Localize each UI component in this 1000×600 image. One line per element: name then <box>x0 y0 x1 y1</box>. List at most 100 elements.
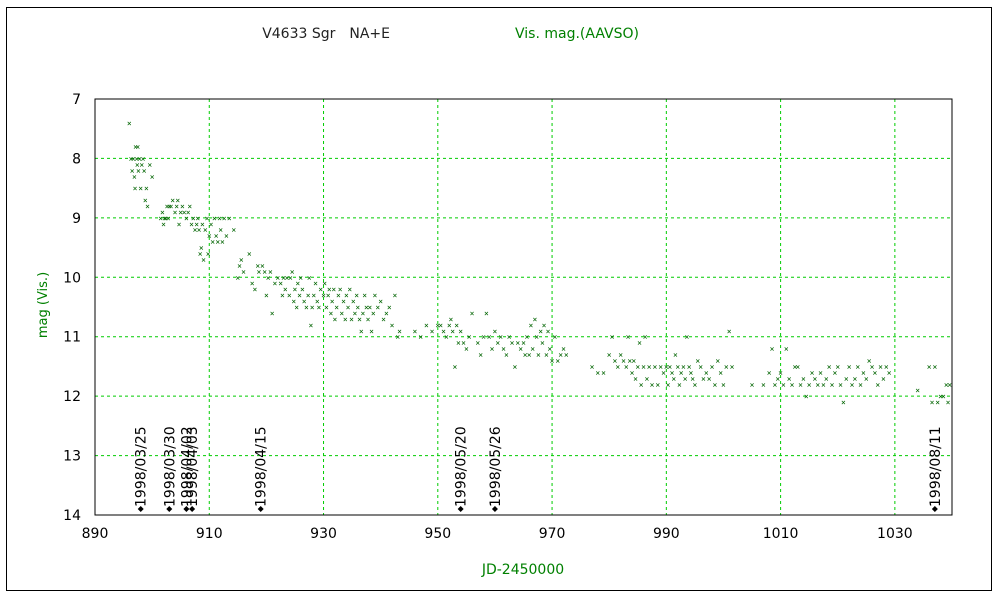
data-point: × <box>698 362 703 371</box>
data-point: × <box>832 368 837 377</box>
data-point: × <box>205 214 210 223</box>
data-point: × <box>864 374 869 383</box>
data-point: × <box>801 374 806 383</box>
data-point: × <box>203 226 208 235</box>
data-point: × <box>311 291 316 300</box>
data-point: × <box>498 333 503 342</box>
data-point: × <box>858 380 863 389</box>
data-point: × <box>661 368 666 377</box>
data-point: × <box>761 380 766 389</box>
data-point: × <box>178 208 183 217</box>
data-point: × <box>231 226 236 235</box>
data-point: × <box>612 356 617 365</box>
data-point: × <box>478 351 483 360</box>
data-point: × <box>184 214 189 223</box>
data-point: × <box>523 351 528 360</box>
event-label: 1998/03/25 <box>134 426 150 507</box>
data-point: × <box>136 166 141 175</box>
data-point: × <box>359 327 364 336</box>
data-point: × <box>132 172 137 181</box>
data-point: × <box>182 208 187 217</box>
data-point: × <box>475 339 480 348</box>
event-label: 1998/05/26 <box>488 426 504 507</box>
data-point: × <box>397 327 402 336</box>
data-point: × <box>461 339 466 348</box>
data-point: × <box>688 368 693 377</box>
data-point: × <box>435 321 440 330</box>
data-point: × <box>652 362 657 371</box>
data-point: × <box>690 374 695 383</box>
data-point: × <box>357 315 362 324</box>
data-point: × <box>495 339 500 348</box>
data-point: × <box>191 214 196 223</box>
event-label: 1998/04/15 <box>254 426 270 507</box>
data-point: × <box>315 297 320 306</box>
data-point: × <box>878 362 883 371</box>
data-point: × <box>257 267 262 276</box>
data-point: × <box>627 356 632 365</box>
data-point: × <box>710 362 715 371</box>
data-point: × <box>338 285 343 294</box>
data-point: × <box>137 154 142 163</box>
event-label: 1998/04/02 <box>179 426 195 507</box>
data-point: × <box>321 291 326 300</box>
data-point: × <box>692 380 697 389</box>
data-point: × <box>513 362 518 371</box>
data-point: × <box>390 321 395 330</box>
data-point: × <box>235 273 240 282</box>
data-point: × <box>209 220 214 229</box>
data-point: × <box>285 273 290 282</box>
x-tick-label: 990 <box>653 526 680 542</box>
data-point: × <box>938 392 943 401</box>
data-point: × <box>199 244 204 253</box>
data-point: × <box>555 356 560 365</box>
data-point: × <box>884 362 889 371</box>
data-point: × <box>387 303 392 312</box>
data-point: × <box>147 160 152 169</box>
data-point: × <box>326 291 331 300</box>
data-point: × <box>641 362 646 371</box>
event-markers: 1998/03/25 1998/03/30 1998/04/021998/04/03… <box>134 426 944 512</box>
data-point: × <box>467 333 472 342</box>
data-point: × <box>306 291 311 300</box>
data-point: × <box>241 267 246 276</box>
data-point: × <box>167 202 172 211</box>
event-marker <box>183 506 190 512</box>
data-point: × <box>173 208 178 217</box>
data-point: × <box>704 368 709 377</box>
data-point: × <box>946 398 951 407</box>
data-point: × <box>767 368 772 377</box>
event-marker <box>189 506 196 512</box>
data-point: × <box>533 315 538 324</box>
data-point: × <box>670 368 675 377</box>
data-point: × <box>331 285 336 294</box>
data-point: × <box>487 333 492 342</box>
data-point: × <box>339 309 344 318</box>
data-point: × <box>287 291 292 300</box>
data-point: × <box>150 172 155 181</box>
data-point: × <box>684 333 689 342</box>
data-point: × <box>364 303 369 312</box>
data-point: × <box>194 220 199 229</box>
data-point: × <box>239 255 244 264</box>
event-marker <box>137 506 144 512</box>
data-point: × <box>138 184 143 193</box>
data-point: × <box>142 166 147 175</box>
data-point: × <box>695 356 700 365</box>
data-point: × <box>214 232 219 241</box>
data-point: × <box>366 315 371 324</box>
data-point: × <box>224 232 229 241</box>
data-point: × <box>288 273 293 282</box>
data-point: × <box>887 368 892 377</box>
data-point: × <box>633 374 638 383</box>
data-point: × <box>262 267 267 276</box>
data-point: × <box>456 339 461 348</box>
chart-subtitle: Vis. mag.(AAVSO) <box>515 26 639 42</box>
data-point: × <box>861 368 866 377</box>
data-point: × <box>145 202 150 211</box>
data-point: × <box>344 291 349 300</box>
data-point: × <box>341 297 346 306</box>
data-point: × <box>139 160 144 169</box>
data-point: × <box>536 351 541 360</box>
data-point: × <box>947 380 952 389</box>
